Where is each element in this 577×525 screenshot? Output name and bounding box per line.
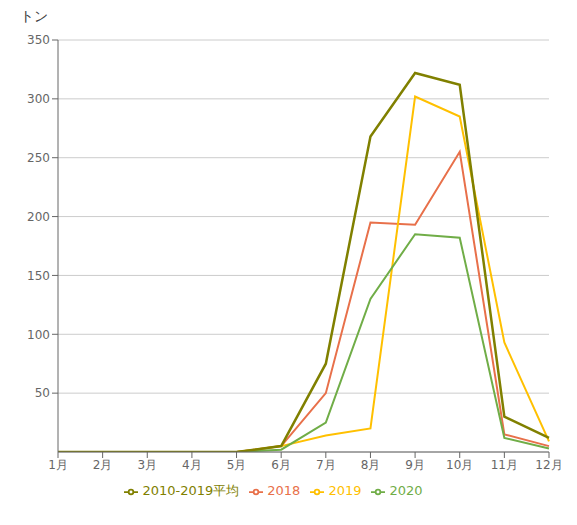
html-text:2018: 2018 [267, 483, 301, 498]
html-text:2020: 2020 [389, 483, 423, 498]
svg-text:250: 250 [27, 151, 50, 165]
html-text:トン: トン [20, 8, 48, 24]
svg-text:10月: 10月 [446, 458, 473, 472]
svg-text:150: 150 [27, 269, 50, 283]
html-text:2010-2019平均: 2010-2019平均 [142, 483, 240, 498]
svg-text:4月: 4月 [182, 458, 202, 472]
svg-text:6月: 6月 [271, 458, 291, 472]
svg-text:100: 100 [27, 328, 50, 342]
svg-text:11月: 11月 [491, 458, 518, 472]
svg-text:1月: 1月 [48, 458, 68, 472]
svg-text:9月: 9月 [405, 458, 425, 472]
svg-text:2月: 2月 [93, 458, 113, 472]
svg-text:8月: 8月 [361, 458, 381, 472]
svg-text:5月: 5月 [227, 458, 247, 472]
svg-text:200: 200 [27, 210, 50, 224]
svg-text:300: 300 [27, 92, 50, 106]
svg-text:350: 350 [27, 33, 50, 47]
svg-text:50: 50 [35, 386, 50, 400]
svg-text:7月: 7月 [316, 458, 336, 472]
html-text:2019: 2019 [328, 483, 362, 498]
svg-text:12月: 12月 [535, 458, 562, 472]
svg-text:3月: 3月 [137, 458, 157, 472]
